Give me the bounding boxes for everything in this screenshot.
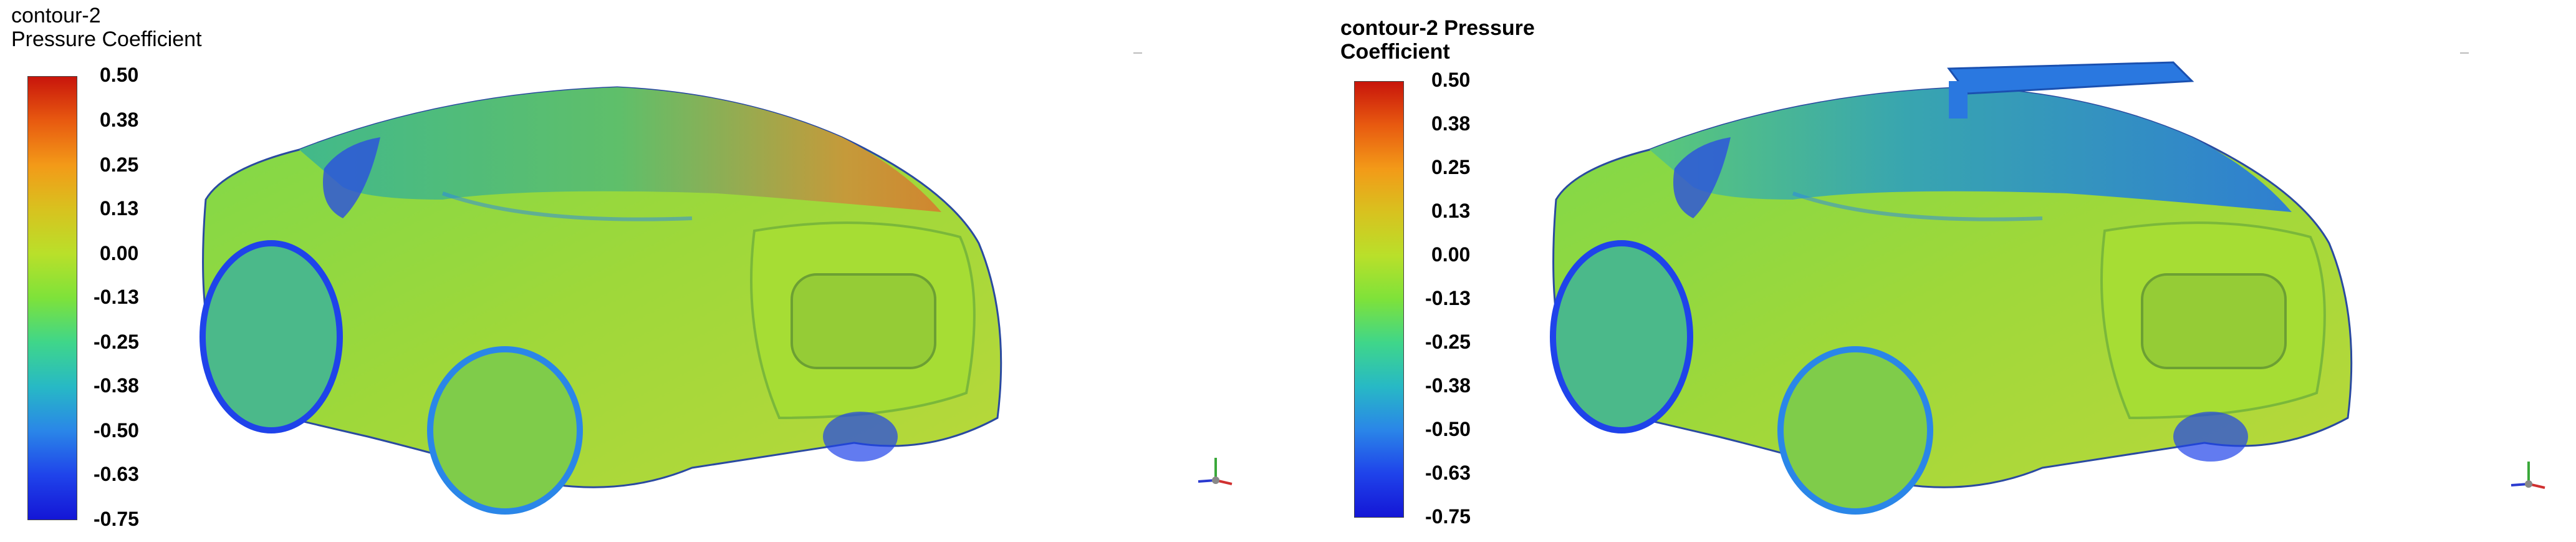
tick-label: 0.13	[100, 197, 139, 220]
axis-triad-icon	[1198, 458, 1233, 485]
contour-name: contour-2	[11, 4, 101, 27]
field-name: Coefficient	[1340, 40, 1450, 64]
viewport-right[interactable]: contour-2 Pressure Coefficient 0.50 0.38…	[1288, 0, 2576, 542]
tick-label: 0.25	[100, 153, 139, 176]
viewport-marker	[1133, 52, 1142, 54]
tick-label: -0.50	[1425, 418, 1471, 440]
tick-label: -0.63	[1425, 462, 1471, 484]
tick-label: -0.63	[94, 463, 139, 485]
colorbar	[27, 76, 77, 520]
viewport-marker	[2460, 52, 2469, 54]
tick-label: -0.75	[94, 508, 139, 530]
contour-title: contour-2 Pressure Coefficient	[1340, 16, 1535, 64]
contour-title: contour-2 Pressure Coefficient	[11, 4, 202, 51]
tick-label: -0.13	[94, 286, 139, 308]
tick-label: 0.00	[1431, 243, 1471, 266]
colorbar	[1354, 81, 1404, 518]
tick-label: -0.50	[94, 419, 139, 442]
axis-triad-icon	[2511, 462, 2545, 489]
tick-label: 0.50	[100, 64, 139, 86]
contour-name: contour-2 Pressure	[1340, 16, 1535, 40]
tick-label: -0.25	[1425, 331, 1471, 353]
tick-label: 0.38	[1431, 112, 1471, 135]
tick-label: -0.38	[94, 374, 139, 397]
car-contour-model	[1550, 61, 2353, 515]
tick-label: -0.75	[1425, 505, 1471, 528]
tick-label: 0.50	[1431, 69, 1471, 91]
tick-label: 0.00	[100, 242, 139, 264]
viewport-left[interactable]: contour-2 Pressure Coefficient 0.50 0.38…	[0, 0, 1288, 542]
tick-label: 0.25	[1431, 156, 1471, 178]
tick-label: -0.13	[1425, 287, 1471, 309]
car-contour-model	[199, 86, 1002, 515]
field-name: Pressure Coefficient	[11, 27, 202, 51]
tick-label: 0.38	[100, 109, 139, 131]
tick-label: -0.25	[94, 331, 139, 353]
tick-label: -0.38	[1425, 374, 1471, 397]
tick-label: 0.13	[1431, 200, 1471, 222]
